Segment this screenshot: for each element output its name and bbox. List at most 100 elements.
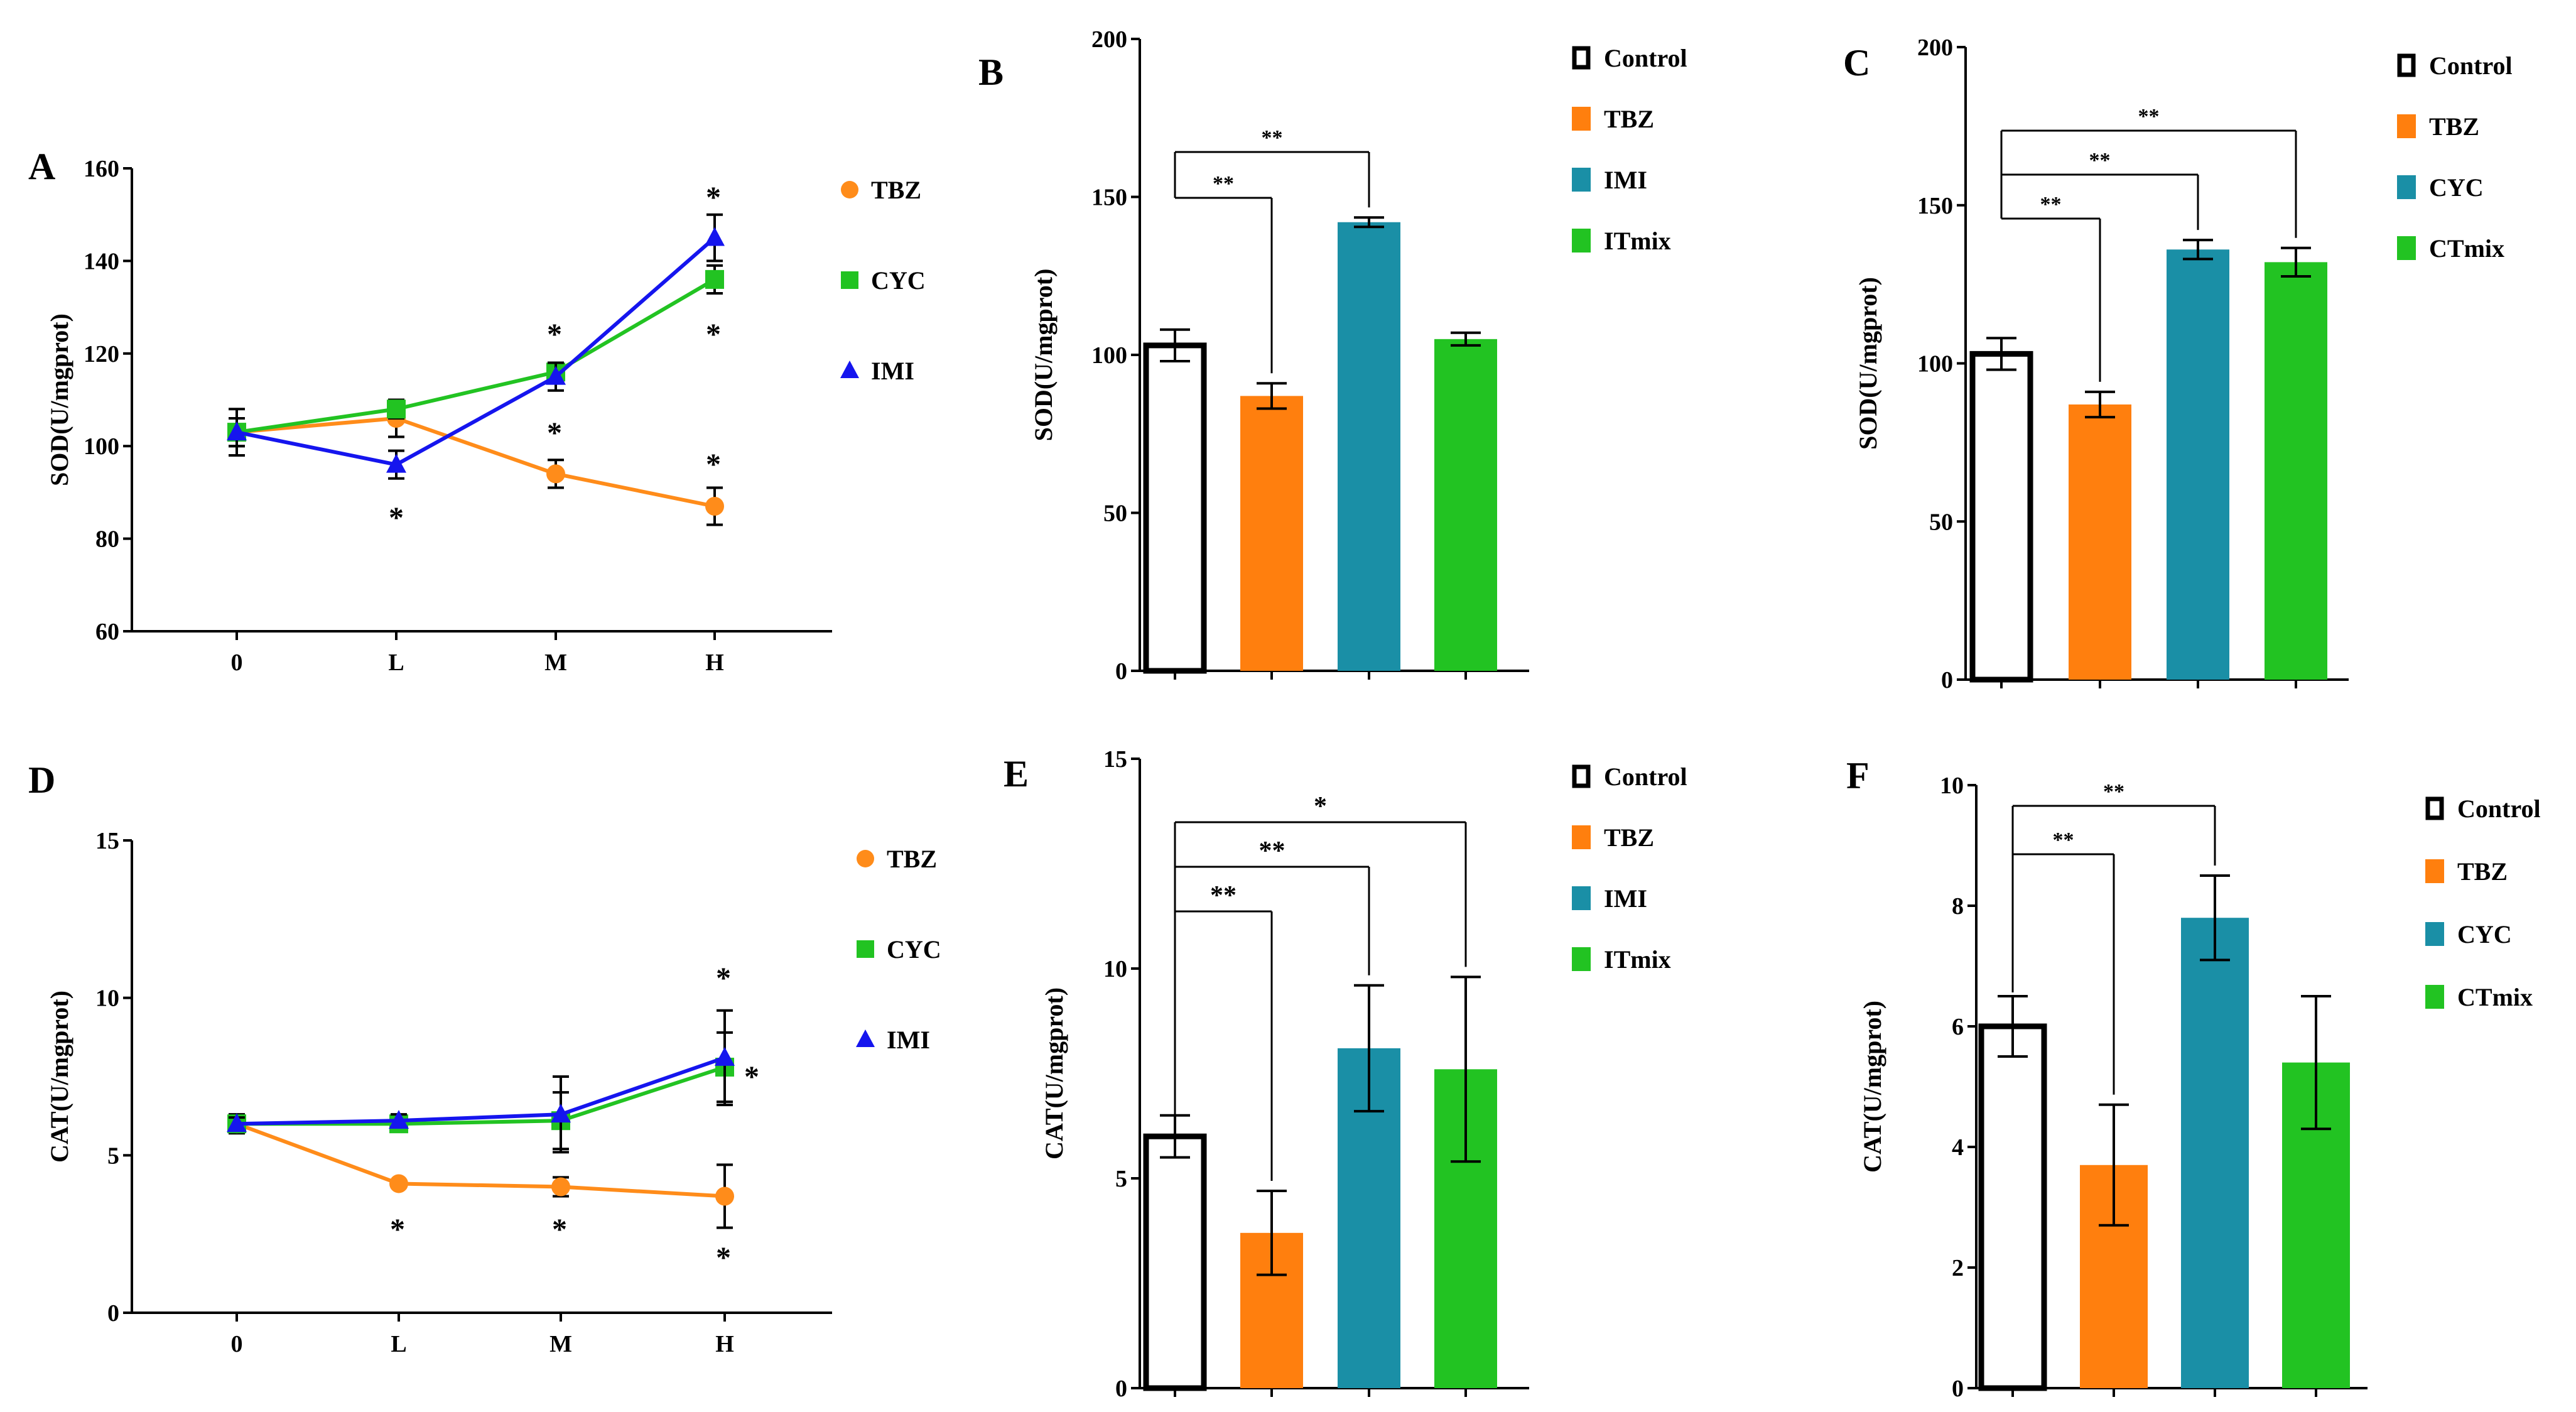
legend-label: ITmix <box>1604 945 1671 974</box>
y-tick-label: 80 <box>95 526 119 553</box>
legend-label: TBZ <box>887 845 937 873</box>
y-tick-label: 10 <box>1940 773 1964 799</box>
legend-item-control: Control <box>1572 763 1687 791</box>
y-axis-title: CAT(U/mgprot) <box>1858 1001 1886 1173</box>
y-tick-label: 0 <box>1115 658 1127 685</box>
legend-label: Control <box>2429 52 2513 80</box>
legend-item-tbz: TBZ <box>841 176 921 204</box>
significance-label: ** <box>2089 149 2111 172</box>
legend-item-ctmix: CTmix <box>2425 983 2533 1011</box>
series-line <box>236 278 716 435</box>
legend-swatch <box>1572 168 1591 192</box>
legend-item-tbz: TBZ <box>2425 857 2508 886</box>
error-bar <box>2099 1103 2129 1227</box>
panel-a: A 60 80 100 120 140 160 0 L M H SOD(U/mgprot) * * * * * *… <box>28 146 926 676</box>
legend-label: CYC <box>2457 920 2512 948</box>
significance-label: ** <box>1213 172 1234 195</box>
legend-swatch <box>1572 229 1591 253</box>
significance-bracket: ** <box>2011 780 2216 992</box>
legend-label: CTmix <box>2457 983 2533 1011</box>
x-tick-label: H <box>705 649 724 676</box>
y-tick-label: 10 <box>95 986 119 1012</box>
error-bar <box>1257 382 1287 410</box>
significance-star: * <box>744 1060 759 1094</box>
legend-swatch <box>2425 985 2444 1009</box>
significance-label: ** <box>2103 780 2124 803</box>
x-tick-label: L <box>388 649 404 676</box>
significance-star: * <box>706 318 721 351</box>
legend-item-cyc: CYC <box>857 935 941 964</box>
legend-marker-square <box>841 271 858 289</box>
bar-control <box>1143 1133 1207 1391</box>
series-line <box>236 1056 725 1126</box>
data-point-circle <box>389 1174 408 1193</box>
error-bar <box>1451 975 1481 1163</box>
y-tick-label: 4 <box>1952 1134 1964 1161</box>
legend-swatch <box>1572 947 1591 971</box>
bar-cyc <box>2167 249 2229 680</box>
significance-label: ** <box>1210 881 1237 910</box>
error-bar <box>1354 984 1384 1113</box>
legend-item-cyc: CYC <box>2397 173 2484 202</box>
data-point-triangle <box>546 366 566 385</box>
legend-item-control: Control <box>2397 52 2513 80</box>
legend-label: CTmix <box>2429 234 2504 263</box>
significance-bracket: ** <box>2000 149 2199 231</box>
legend-swatch <box>1572 107 1591 131</box>
bar-imi <box>1338 222 1400 671</box>
legend-label: Control <box>1604 44 1687 72</box>
data-point-circle <box>551 1177 570 1197</box>
data-point-triangle <box>389 1110 409 1129</box>
bar-tbz <box>1240 396 1303 671</box>
y-tick-label: 100 <box>1917 351 1953 377</box>
y-axis-title: CAT(U/mgprot) <box>1040 987 1068 1159</box>
panel-b: B 0 50 100 150 200 SOD(U/mgprot) ** ** Control TBZ… <box>978 26 1687 685</box>
y-tick-label: 100 <box>1091 342 1127 369</box>
legend-label: CYC <box>871 266 926 295</box>
series-cyc <box>227 264 724 448</box>
significance-star: * <box>547 318 562 351</box>
legend-marker-triangle <box>856 1029 875 1047</box>
data-point-triangle <box>551 1104 571 1123</box>
legend-item-imi: IMI <box>856 1026 930 1054</box>
y-tick-label: 5 <box>107 1143 119 1169</box>
legend-item-imi: IMI <box>840 357 914 385</box>
legend-item-tbz: TBZ <box>2397 112 2479 141</box>
legend-item-tbz: TBZ <box>857 845 937 873</box>
legend-item-itmix: ITmix <box>1572 227 1671 255</box>
legend-label: IMI <box>1604 166 1647 194</box>
error-bar <box>1354 216 1384 229</box>
y-axis-title: CAT(U/mgprot) <box>45 991 73 1163</box>
data-point-triangle <box>227 1113 247 1132</box>
series-line <box>235 1122 725 1198</box>
data-point-triangle <box>386 453 406 473</box>
y-tick-label: 0 <box>1952 1376 1964 1402</box>
panel-e: E051015CAT(U/mgprot)*****ControlTBZIMIIT… <box>1004 746 1687 1402</box>
panel-letter: D <box>28 759 55 801</box>
legend-item-imi: IMI <box>1572 884 1647 913</box>
error-bar <box>2200 874 2230 962</box>
legend-label: TBZ <box>1604 823 1654 852</box>
y-tick-label: 0 <box>107 1300 119 1327</box>
series-imi <box>227 213 725 480</box>
panel-c: C 0 50 100 150 200 SOD(U/mgprot) ** ** ** Control T… <box>1843 35 2513 693</box>
error-bar <box>1160 328 1190 363</box>
panel-letter: E <box>1004 753 1029 795</box>
significance-bracket: ** <box>2000 165 2101 382</box>
legend-item-tbz: TBZ <box>1572 105 1654 133</box>
x-tick-label: H <box>715 1331 734 1357</box>
significance-bracket: ** <box>2000 105 2297 238</box>
legend-swatch <box>2397 175 2416 199</box>
series-line <box>237 1065 725 1126</box>
bar-itmix <box>1434 339 1497 671</box>
significance-star: * <box>552 1213 567 1246</box>
legend-swatch <box>1572 825 1591 849</box>
legend-swatch <box>1572 886 1591 910</box>
panel-letter: A <box>28 146 55 187</box>
x-tick-label: L <box>391 1331 406 1357</box>
x-tick-label: M <box>544 649 567 676</box>
legend-label: TBZ <box>2429 112 2479 141</box>
legend-label: IMI <box>1604 884 1647 913</box>
significance-bracket: * <box>1174 792 1467 1115</box>
series-cyc <box>227 1031 734 1151</box>
